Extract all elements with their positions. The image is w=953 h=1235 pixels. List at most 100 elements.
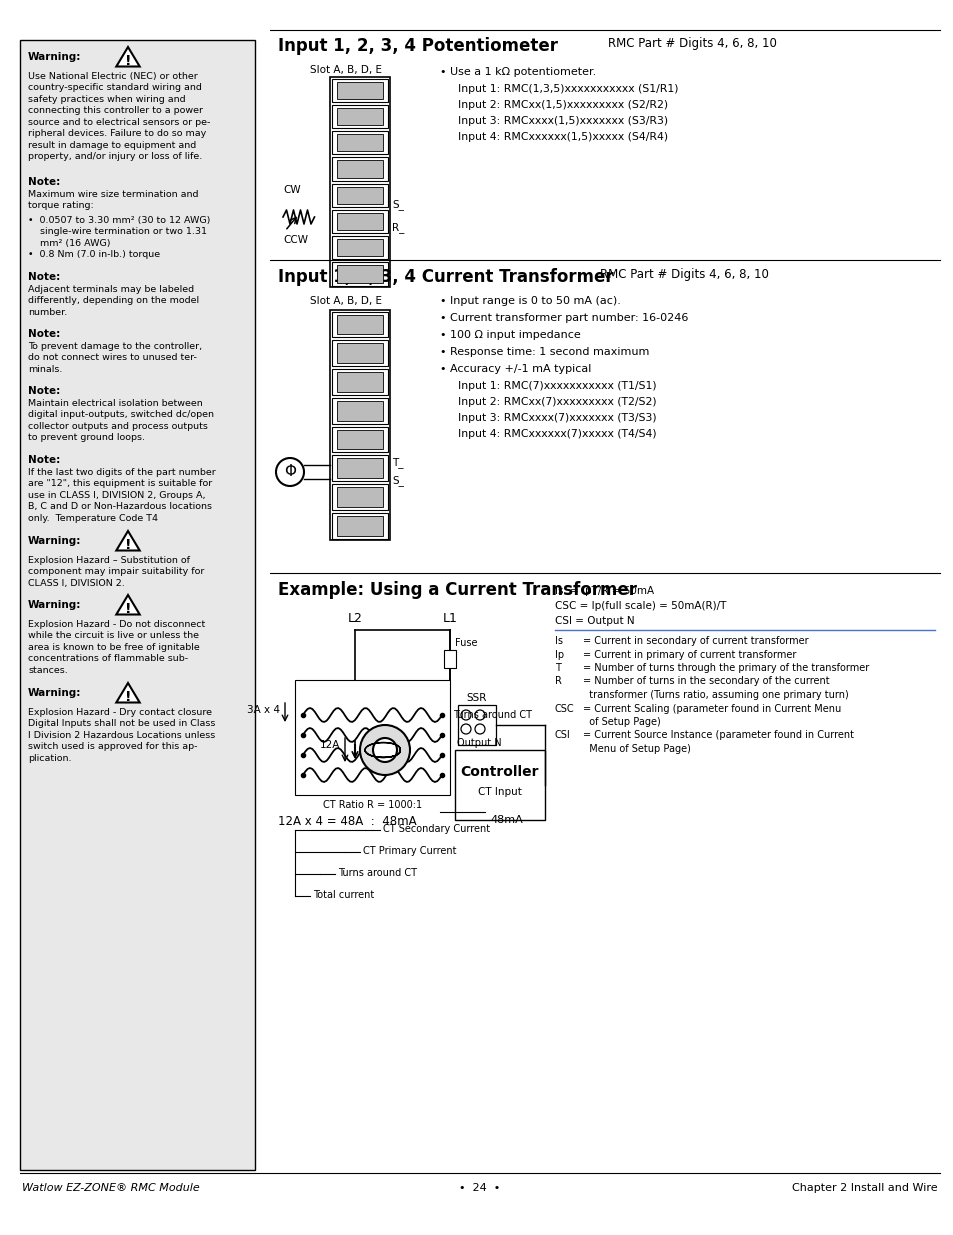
Bar	[336, 82, 382, 99]
Text: Warning:: Warning:	[28, 688, 81, 698]
Text: Warning:: Warning:	[28, 52, 81, 62]
Circle shape	[359, 725, 410, 776]
Bar	[332, 484, 388, 510]
Bar	[336, 240, 382, 256]
Text: CSI = Output N: CSI = Output N	[555, 616, 634, 626]
Text: Input 2: RMCxx(1,5)xxxxxxxxx (S2/R2): Input 2: RMCxx(1,5)xxxxxxxxx (S2/R2)	[457, 100, 667, 110]
Text: Note:: Note:	[28, 272, 60, 282]
Bar	[457, 705, 496, 745]
Text: Φ: Φ	[284, 464, 295, 479]
Text: Note:: Note:	[28, 329, 60, 338]
Bar	[336, 516, 382, 536]
Text: Input 3: RMCxxxx(1,5)xxxxxxx (S3/R3): Input 3: RMCxxxx(1,5)xxxxxxx (S3/R3)	[457, 116, 667, 126]
Text: Input 1: RMC(1,3,5)xxxxxxxxxxx (S1/R1): Input 1: RMC(1,3,5)xxxxxxxxxxx (S1/R1)	[457, 84, 678, 94]
Bar	[336, 343, 382, 363]
Bar	[332, 79, 388, 101]
Text: Use National Electric (NEC) or other
country-specific standard wiring and
safety: Use National Electric (NEC) or other cou…	[28, 72, 211, 161]
Text: Slot A, B, D, E: Slot A, B, D, E	[310, 296, 381, 306]
Bar	[332, 456, 388, 480]
Text: T_: T_	[392, 457, 403, 468]
Text: Note:: Note:	[28, 454, 60, 466]
Bar	[336, 400, 382, 420]
Text: T: T	[555, 663, 560, 673]
Text: = Current Source Instance (parameter found in Current: = Current Source Instance (parameter fou…	[582, 730, 853, 741]
Text: 3A x 4: 3A x 4	[247, 705, 280, 715]
Text: • Input range is 0 to 50 mA (ac).: • Input range is 0 to 50 mA (ac).	[439, 296, 620, 306]
Bar	[20, 40, 254, 1170]
Bar	[336, 135, 382, 151]
Bar	[294, 680, 450, 795]
Text: !: !	[125, 537, 132, 552]
Text: Maintain electrical isolation between
digital input-outputs, switched dc/open
co: Maintain electrical isolation between di…	[28, 399, 213, 442]
Text: • Response time: 1 second maximum: • Response time: 1 second maximum	[439, 347, 649, 357]
Text: 12A x 4 = 48A  :  48mA: 12A x 4 = 48A : 48mA	[277, 815, 416, 827]
Text: • Current transformer part number: 16-0246: • Current transformer part number: 16-02…	[439, 312, 688, 324]
Text: Input 2: RMCxx(7)xxxxxxxxx (T2/S2): Input 2: RMCxx(7)xxxxxxxxx (T2/S2)	[457, 396, 656, 408]
Bar	[332, 311, 388, 337]
Text: • 100 Ω input impedance: • 100 Ω input impedance	[439, 330, 580, 340]
Text: = Current in secondary of current transformer: = Current in secondary of current transf…	[582, 636, 808, 646]
Bar	[443, 650, 456, 668]
Text: CT Input: CT Input	[477, 787, 521, 797]
Text: Input 3: RMCxxxx(7)xxxxxxx (T3/S3): Input 3: RMCxxxx(7)xxxxxxx (T3/S3)	[457, 412, 656, 424]
Text: Adjacent terminals may be labeled
differently, depending on the model
number.: Adjacent terminals may be labeled differ…	[28, 285, 199, 317]
Bar	[332, 131, 388, 154]
Bar	[336, 372, 382, 391]
Bar	[332, 426, 388, 452]
Bar	[330, 310, 390, 540]
Text: Example: Using a Current Transformer: Example: Using a Current Transformer	[277, 580, 637, 599]
Bar	[336, 458, 382, 478]
Text: CSI: CSI	[555, 730, 570, 741]
Bar	[332, 341, 388, 366]
Text: CT Secondary Current: CT Secondary Current	[382, 824, 490, 834]
Bar	[336, 107, 382, 125]
Text: = Current Scaling (parameter found in Current Menu: = Current Scaling (parameter found in Cu…	[582, 704, 841, 714]
Text: Is  = IpT/R = 50mA: Is = IpT/R = 50mA	[555, 585, 654, 597]
Bar	[332, 398, 388, 424]
Text: CCW: CCW	[283, 235, 308, 245]
Text: = Number of turns in the secondary of the current: = Number of turns in the secondary of th…	[582, 677, 829, 687]
Text: •  24  •: • 24 •	[459, 1183, 500, 1193]
Text: Input 4: RMCxxxxxx(7)xxxxx (T4/S4): Input 4: RMCxxxxxx(7)xxxxx (T4/S4)	[457, 429, 656, 438]
Text: Input 4: RMCxxxxxx(1,5)xxxxx (S4/R4): Input 4: RMCxxxxxx(1,5)xxxxx (S4/R4)	[457, 132, 667, 142]
Text: Output N: Output N	[456, 739, 501, 748]
Text: Turns around CT: Turns around CT	[337, 868, 416, 878]
Text: Watlow EZ-ZONE® RMC Module: Watlow EZ-ZONE® RMC Module	[22, 1183, 199, 1193]
Bar	[332, 184, 388, 206]
Bar	[332, 105, 388, 128]
Text: Is: Is	[555, 636, 562, 646]
Text: Warning:: Warning:	[28, 600, 81, 610]
Bar	[336, 212, 382, 230]
Text: Fuse: Fuse	[455, 638, 477, 648]
Text: 12A: 12A	[319, 740, 339, 750]
Text: Explosion Hazard – Substitution of
component may impair suitability for
CLASS I,: Explosion Hazard – Substitution of compo…	[28, 556, 204, 588]
Bar	[332, 513, 388, 538]
Text: = Current in primary of current transformer: = Current in primary of current transfor…	[582, 650, 796, 659]
Text: CT Ratio R = 1000:1: CT Ratio R = 1000:1	[323, 800, 421, 810]
Text: Explosion Hazard - Do not disconnect
while the circuit is live or unless the
are: Explosion Hazard - Do not disconnect whi…	[28, 620, 205, 674]
Text: • Accuracy +/-1 mA typical: • Accuracy +/-1 mA typical	[439, 364, 591, 374]
Text: RMC Part # Digits 4, 6, 8, 10: RMC Part # Digits 4, 6, 8, 10	[599, 268, 768, 282]
Text: transformer (Turns ratio, assuming one primary turn): transformer (Turns ratio, assuming one p…	[582, 690, 848, 700]
Bar	[332, 157, 388, 180]
Text: Input 1: RMC(7)xxxxxxxxxxx (T1/S1): Input 1: RMC(7)xxxxxxxxxxx (T1/S1)	[457, 382, 656, 391]
Text: Menu of Setup Page): Menu of Setup Page)	[582, 743, 690, 755]
Text: Note:: Note:	[28, 177, 60, 186]
Text: S_: S_	[392, 200, 403, 210]
Text: CT Primary Current: CT Primary Current	[363, 846, 456, 856]
Text: R_: R_	[392, 222, 404, 233]
Text: 48mA: 48mA	[490, 815, 522, 825]
Text: Total current: Total current	[313, 890, 374, 900]
Polygon shape	[116, 683, 139, 703]
Bar	[332, 236, 388, 259]
Text: •  0.0507 to 3.30 mm² (30 to 12 AWG)
    single-wire termination or two 1.31
   : • 0.0507 to 3.30 mm² (30 to 12 AWG) sing…	[28, 216, 211, 259]
Bar	[332, 210, 388, 233]
Text: S_: S_	[392, 475, 403, 487]
Bar	[336, 430, 382, 450]
Text: Slot A, B, D, E: Slot A, B, D, E	[310, 65, 381, 75]
Text: RMC Part # Digits 4, 6, 8, 10: RMC Part # Digits 4, 6, 8, 10	[607, 37, 776, 49]
Text: To prevent damage to the controller,
do not connect wires to unused ter-
minals.: To prevent damage to the controller, do …	[28, 342, 202, 374]
Circle shape	[373, 739, 396, 762]
Text: Chapter 2 Install and Wire: Chapter 2 Install and Wire	[792, 1183, 937, 1193]
Text: CW: CW	[283, 185, 300, 195]
